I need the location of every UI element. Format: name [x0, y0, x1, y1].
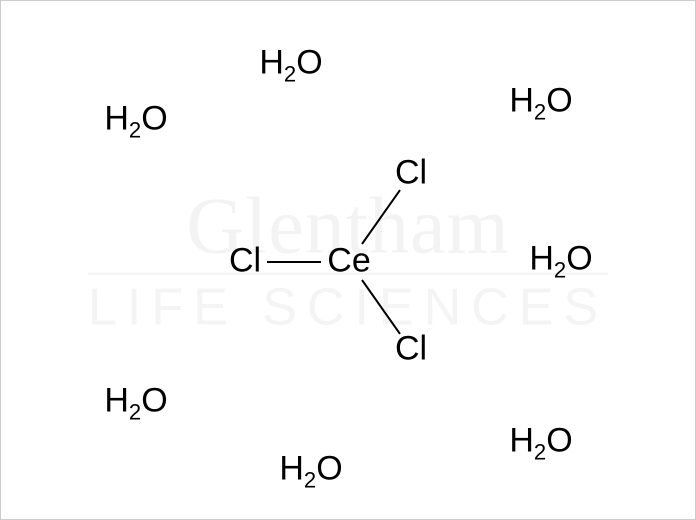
hydrate-1: H2O: [104, 100, 167, 139]
atom-cl-0: Cl: [395, 154, 427, 193]
watermark-subtitle: LIFE SCIENCES: [88, 281, 608, 336]
hydrate-2: H2O: [509, 82, 572, 121]
atom-ce: Ce: [327, 242, 370, 281]
bond-ce-cl-2: [361, 279, 400, 334]
hydrate-6: H2O: [509, 422, 572, 461]
hydrate-3: H2O: [529, 240, 592, 279]
bond-ce-cl-0: [361, 190, 400, 245]
hydrate-0: H2O: [259, 44, 322, 83]
hydrate-4: H2O: [104, 382, 167, 421]
bond-ce-cl-1: [267, 261, 321, 263]
diagram-canvas: Glentham LIFE SCIENCES Ce Cl Cl Cl H2O H…: [0, 0, 696, 520]
atom-cl-2: Cl: [395, 330, 427, 369]
atom-cl-1: Cl: [229, 242, 261, 281]
hydrate-5: H2O: [279, 450, 342, 489]
